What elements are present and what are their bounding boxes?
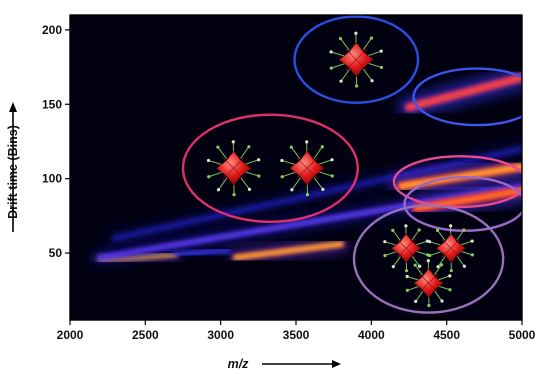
intensity-band-7: [107, 141, 522, 246]
y-tick-label-150: 150: [42, 97, 62, 111]
annotation-ellipse-1: [293, 15, 420, 104]
intensity-band-5: [227, 236, 349, 266]
molecule-structure-1: [383, 224, 430, 273]
x-tick-label-4000: 4000: [358, 328, 385, 342]
y-axis: 50 100 150 200: [42, 23, 70, 260]
molecule-structure-3: [405, 259, 452, 308]
y-tick-label-50: 50: [49, 246, 63, 260]
y-tick-label-200: 200: [42, 23, 62, 37]
annotation-ellipse-6: [352, 204, 505, 314]
x-tick-label-4500: 4500: [433, 328, 460, 342]
molecule-structure-2: [280, 140, 334, 197]
heatmap-intensity: [70, 65, 522, 267]
intensity-band-8: [397, 65, 522, 119]
x-tick-label-2000: 2000: [57, 328, 84, 342]
x-tick-label-2500: 2500: [132, 328, 159, 342]
x-axis-arrow: [262, 360, 341, 368]
annotation-ellipse-4: [392, 155, 522, 209]
molecule-structure-1: [206, 140, 261, 197]
molecule-structure-1: [329, 31, 384, 88]
annotation-ellipse-3: [181, 113, 359, 224]
x-axis: 2000 2500 3000 3500 4000 4500 5000: [57, 320, 536, 342]
x-tick-label-5000: 5000: [509, 328, 536, 342]
x-tick-label-3500: 3500: [283, 328, 310, 342]
annotation-layer: [181, 15, 522, 314]
x-tick-label-3000: 3000: [207, 328, 234, 342]
molecule-structure-2: [427, 224, 474, 273]
intensity-band-4: [169, 244, 235, 261]
x-axis-label: m/z: [228, 357, 250, 371]
y-tick-label-100: 100: [42, 172, 62, 186]
y-axis-arrow: [9, 102, 17, 232]
annotation-ellipse-2: [412, 67, 522, 127]
